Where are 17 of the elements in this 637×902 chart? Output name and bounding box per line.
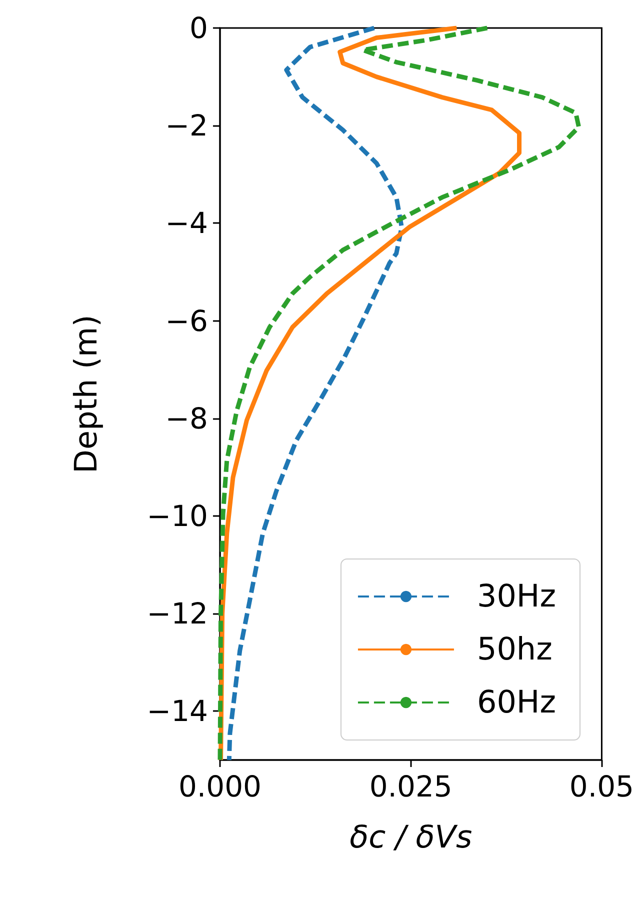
x-tick-label: 0.05 (569, 770, 634, 804)
legend-label: 50hz (476, 632, 552, 668)
legend-label: 30Hz (476, 578, 556, 614)
legend-label: 60Hz (476, 684, 556, 720)
y-tick-label: −12 (146, 596, 208, 631)
y-tick-label: −6 (165, 304, 208, 338)
y-axis-title: Depth (m) (68, 314, 104, 474)
x-tick-label: 0.025 (369, 770, 452, 804)
y-tick-label: −14 (146, 694, 208, 728)
y-tick-label: −10 (146, 499, 208, 533)
y-tick-label: −2 (165, 108, 208, 143)
y-tick-label: −8 (165, 401, 208, 436)
line-series (226, 26, 404, 762)
y-tick-label: −4 (165, 206, 208, 240)
x-tick-label: 0.000 (178, 770, 262, 804)
x-axis-title: δc / δVs (350, 820, 472, 856)
y-tick-label: 0 (190, 11, 208, 45)
